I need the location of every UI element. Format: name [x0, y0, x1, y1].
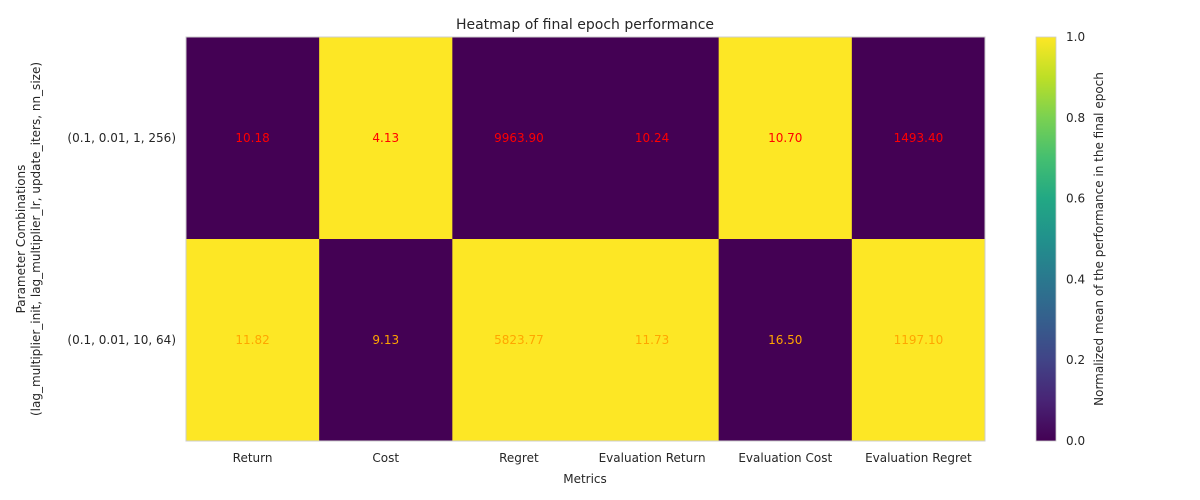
cell-value-label: 10.70 [768, 131, 802, 145]
x-tick-label: Evaluation Regret [865, 451, 972, 465]
plot-frame [185, 36, 986, 442]
heatmap-cell [186, 37, 320, 240]
heatmap-cell [452, 239, 586, 442]
cell-value-label: 11.73 [635, 333, 669, 347]
x-tick-label: Return [233, 451, 273, 465]
colorbar-tick-label: 1.0 [1066, 30, 1085, 44]
colorbar [1035, 36, 1057, 442]
x-tick-label: Evaluation Cost [738, 451, 832, 465]
heatmap-cell [319, 239, 453, 442]
x-tick-label: Regret [499, 451, 539, 465]
heatmap-cell [585, 239, 720, 442]
colorbar-tick-label: 0.0 [1066, 434, 1085, 448]
y-axis-label-line-2: (lag_multiplier_init, lag_multiplier_lr,… [29, 62, 43, 416]
cell-value-label: 9.13 [372, 333, 399, 347]
colorbar-label: Normalized mean of the performance in th… [1092, 72, 1106, 406]
y-tick-label: (0.1, 0.01, 1, 256) [67, 131, 176, 145]
x-axis-label: Metrics [563, 472, 607, 486]
cell-value-label: 1197.10 [894, 333, 944, 347]
cell-annotations: 10.18 4.13 9963.90 10.24 10.70 1493.40 11.82 9.… [235, 131, 943, 347]
cell-value-label: 4.13 [372, 131, 399, 145]
heatmap-cell [452, 37, 586, 240]
colorbar-tick-label: 0.4 [1066, 272, 1085, 286]
heatmap-cell [718, 239, 853, 442]
heatmap-cell [186, 239, 320, 442]
heatmap-cell [319, 37, 453, 240]
cell-value-label: 16.50 [768, 333, 802, 347]
colorbar-tick-label: 0.8 [1066, 111, 1085, 125]
cell-value-label: 9963.90 [494, 131, 544, 145]
heatmap-cell [718, 37, 853, 240]
y-tick-label: (0.1, 0.01, 10, 64) [67, 333, 176, 347]
cell-value-label: 11.82 [235, 333, 269, 347]
cell-value-label: 5823.77 [494, 333, 544, 347]
colorbar-tick-label: 0.6 [1066, 192, 1085, 206]
y-axis-ticks: (0.1, 0.01, 1, 256) (0.1, 0.01, 10, 64) [67, 131, 176, 347]
heatmap-cell [585, 37, 720, 240]
colorbar-ticks: 0.0 0.2 0.4 0.6 0.8 1.0 [1066, 30, 1085, 448]
colorbar-tick-label: 0.2 [1066, 353, 1085, 367]
heatmap-cell [851, 37, 986, 240]
x-axis-ticks: Return Cost Regret Evaluation Return Evaluat… [233, 451, 972, 465]
cell-value-label: 10.24 [635, 131, 669, 145]
chart-title: Heatmap of final epoch performance [456, 17, 714, 33]
cell-value-label: 10.18 [235, 131, 269, 145]
cell-value-label: 1493.40 [894, 131, 944, 145]
heatmap-cell [851, 239, 986, 442]
y-axis-label-line-1: Parameter Combinations [14, 165, 28, 314]
x-tick-label: Cost [372, 451, 399, 465]
x-tick-label: Evaluation Return [599, 451, 706, 465]
heatmap-cells [186, 37, 986, 442]
